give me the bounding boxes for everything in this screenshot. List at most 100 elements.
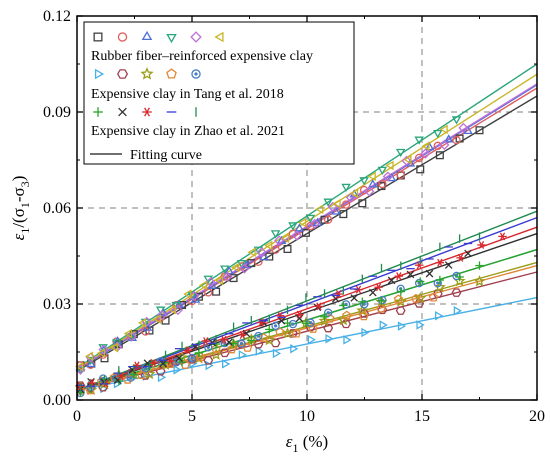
data-point: [136, 369, 147, 379]
marker-shape: [128, 366, 137, 374]
marker-shape: [239, 331, 246, 339]
data-point: [270, 230, 281, 239]
marker-shape: [385, 160, 394, 171]
data-point: [157, 372, 167, 383]
marker-shape: [231, 262, 240, 273]
data-point: [432, 129, 443, 139]
marker-shape: [367, 171, 376, 182]
fitting-line: [76, 296, 538, 392]
marker-dot: [239, 341, 244, 346]
marker-dot: [194, 72, 198, 76]
data-point: [264, 240, 273, 251]
marker-shape: [93, 32, 103, 42]
data-point: [253, 246, 264, 255]
marker-shape: [307, 334, 316, 345]
data-point: [159, 359, 167, 368]
marker-shape: [137, 318, 147, 328]
marker-shape: [134, 361, 140, 370]
marker-shape: [411, 293, 421, 303]
marker-shape: [109, 342, 119, 353]
marker-shape: [325, 333, 334, 344]
data-point: [341, 319, 352, 329]
marker-shape: [420, 148, 431, 159]
marker-shape: [464, 249, 472, 258]
data-point: [256, 247, 267, 258]
data-point: [198, 280, 208, 291]
marker-dot: [436, 281, 440, 285]
data-point: [203, 356, 214, 365]
marker-shape: [439, 124, 448, 135]
marker-shape: [167, 357, 174, 366]
marker-shape: [118, 107, 127, 117]
marker-shape: [207, 280, 217, 289]
marker-dot: [291, 322, 295, 326]
marker-shape: [359, 311, 369, 321]
marker-shape: [172, 304, 184, 316]
data-point: [364, 186, 375, 197]
data-point: [331, 294, 340, 303]
marker-shape: [499, 232, 506, 241]
data-point: [172, 304, 184, 316]
marker-shape: [254, 331, 263, 341]
marker-shape: [275, 327, 285, 337]
data-point: [435, 275, 445, 285]
data-point: [359, 300, 369, 309]
marker-shape: [219, 265, 230, 274]
marker-shape: [175, 354, 183, 362]
marker-shape: [187, 353, 197, 363]
marker-shape: [141, 316, 152, 327]
marker-shape: [305, 214, 316, 224]
marker-shape: [173, 365, 182, 375]
data-point: [394, 272, 404, 281]
marker-shape: [167, 304, 177, 315]
marker-shape: [377, 166, 388, 175]
legend-marker: [116, 69, 129, 79]
marker-shape: [272, 348, 282, 359]
marker-shape: [406, 270, 415, 279]
data-point: [87, 378, 97, 387]
data-point: [376, 303, 386, 313]
marker-shape: [341, 319, 352, 329]
data-point: [297, 217, 307, 228]
data-point: [283, 244, 292, 254]
marker-shape: [432, 129, 443, 139]
marker-shape: [288, 319, 298, 329]
y-tick-label: 0.09: [43, 104, 71, 121]
marker-shape: [414, 153, 424, 163]
data-point: [341, 183, 351, 193]
marker-shape: [237, 339, 246, 348]
data-point: [425, 269, 434, 278]
marker-shape: [387, 276, 396, 285]
data-point: [308, 323, 318, 333]
marker-shape: [280, 233, 290, 244]
marker-shape: [226, 344, 237, 354]
data-point: [291, 328, 302, 338]
data-point: [374, 283, 383, 292]
marker-shape: [222, 271, 233, 282]
marker-shape: [397, 321, 407, 331]
x-axis-label: ε1 (%): [286, 432, 328, 455]
data-point: [325, 333, 334, 344]
marker-shape: [258, 332, 269, 343]
marker-shape: [433, 280, 446, 293]
data-point: [320, 215, 329, 224]
marker-shape: [254, 257, 263, 267]
marker-shape: [463, 125, 473, 135]
marker-shape: [214, 31, 224, 43]
marker-shape: [323, 198, 333, 207]
data-point: [239, 263, 250, 274]
marker-shape: [473, 275, 486, 287]
data-point: [377, 166, 388, 175]
marker-shape: [144, 107, 150, 117]
marker-shape: [323, 323, 334, 333]
data-point: [208, 338, 217, 347]
marker-shape: [136, 369, 147, 379]
x-tick-label: 5: [188, 408, 196, 425]
data-point: [379, 320, 388, 330]
marker-shape: [393, 294, 404, 304]
marker-shape: [444, 261, 453, 269]
data-point: [207, 280, 217, 289]
marker-shape: [141, 30, 153, 41]
y-tick-label: 0.03: [43, 296, 71, 313]
